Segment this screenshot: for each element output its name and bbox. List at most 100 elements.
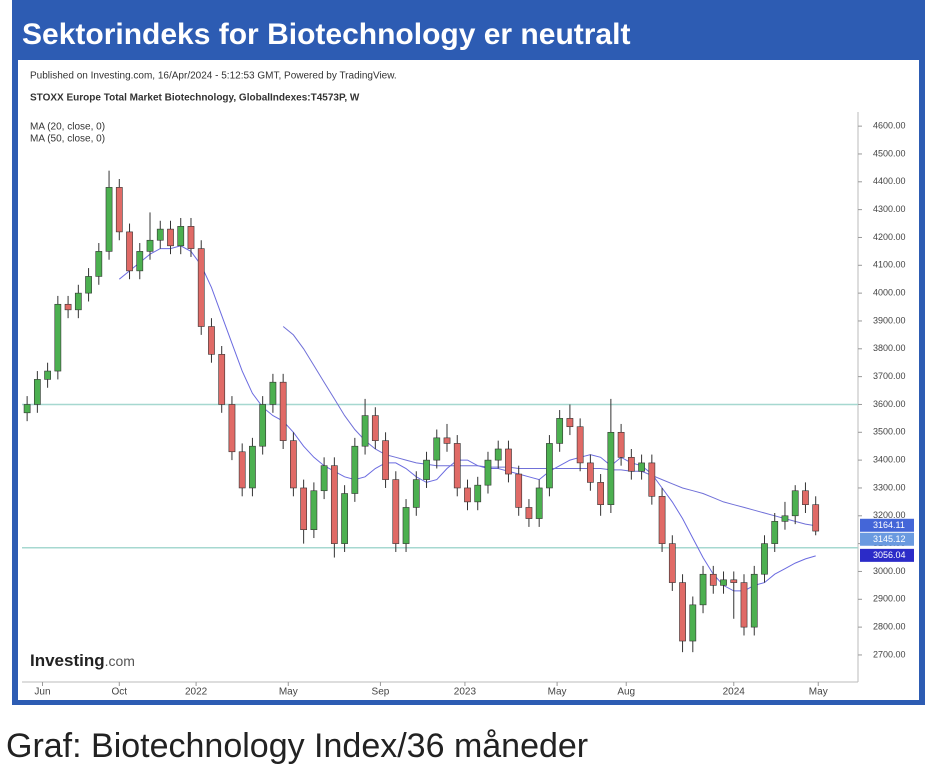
candle-body xyxy=(249,445,256,489)
candle-body xyxy=(771,521,779,544)
candle-body xyxy=(382,440,389,480)
price-tag xyxy=(860,518,914,532)
candle-body xyxy=(218,354,226,405)
y-tick-label: 3600.00 xyxy=(873,399,906,409)
candle-body xyxy=(443,437,451,444)
published: Published on Investing.com, 16/Apr/2024 … xyxy=(30,71,397,82)
candle-body xyxy=(208,326,215,355)
candle-body xyxy=(668,543,676,583)
logo-suffix: .com xyxy=(105,653,135,669)
candle-body xyxy=(177,226,185,247)
candle-body xyxy=(23,404,31,414)
candle-body xyxy=(412,479,420,508)
candle-body xyxy=(197,248,205,327)
candle-body xyxy=(761,543,768,575)
candle-body xyxy=(546,443,553,489)
candle-body xyxy=(740,582,748,628)
candle-body xyxy=(689,604,697,642)
candle-body xyxy=(709,573,717,586)
candle-body xyxy=(597,482,604,505)
x-tick-label: 2023 xyxy=(454,687,477,698)
x-tick-label: Oct xyxy=(112,687,128,698)
x-tick-label: Jun xyxy=(34,687,50,698)
x-tick-label: May xyxy=(809,687,828,698)
candle-body xyxy=(720,579,727,586)
candle-body xyxy=(64,303,72,311)
candle-body xyxy=(781,515,789,522)
y-tick-label: 3800.00 xyxy=(873,343,906,353)
y-tick-label: 4300.00 xyxy=(873,204,906,214)
candle-body xyxy=(474,484,482,503)
y-tick-label: 3400.00 xyxy=(873,454,906,464)
candle-body xyxy=(300,487,308,531)
x-tick-label: 2024 xyxy=(723,687,746,698)
candle-body xyxy=(587,462,594,483)
x-tick-label: May xyxy=(548,687,567,698)
candle-body xyxy=(484,459,492,486)
candle-body xyxy=(187,226,195,249)
candle-body xyxy=(566,418,574,428)
price-tag xyxy=(860,532,914,546)
y-tick-label: 4000.00 xyxy=(873,288,906,298)
candle-body xyxy=(33,379,41,405)
candle-body xyxy=(679,582,686,642)
candle-body xyxy=(576,426,584,464)
y-tick-label: 3700.00 xyxy=(873,371,906,381)
y-tick-label: 3300.00 xyxy=(873,482,906,492)
x-tick-label: Aug xyxy=(617,687,635,698)
candle-body xyxy=(750,573,758,628)
candle-body xyxy=(802,490,809,505)
y-tick-label: 2900.00 xyxy=(873,594,906,604)
candle-body xyxy=(730,579,738,583)
candle-body xyxy=(617,431,625,458)
candle-body xyxy=(351,445,359,494)
candle-body xyxy=(95,251,103,277)
candle-body xyxy=(228,404,236,453)
chart-title: STOXX Europe Total Market Biotechnology,… xyxy=(30,93,360,104)
y-tick-label: 3000.00 xyxy=(873,566,906,576)
candle-body xyxy=(648,462,656,497)
candle-body xyxy=(402,507,410,544)
candle-body xyxy=(535,487,543,519)
banner-title: Sektorindeks for Biotechnology er neutra… xyxy=(22,18,630,51)
candle-body xyxy=(515,473,523,508)
candle-body xyxy=(320,465,328,492)
chart-area xyxy=(18,60,919,700)
candle-body xyxy=(146,239,154,252)
candle-body xyxy=(238,451,246,489)
candle-body xyxy=(464,487,471,503)
candle-body xyxy=(74,292,82,311)
price-tag-label: 3164.11 xyxy=(873,520,905,530)
y-tick-label: 3500.00 xyxy=(873,427,906,437)
candle-body xyxy=(310,490,318,531)
candle-body xyxy=(423,459,430,480)
candle-body xyxy=(392,479,400,544)
candle-body xyxy=(330,465,338,544)
candle-body xyxy=(627,457,635,472)
legend-entry: MA (50, close, 0) xyxy=(30,134,105,145)
y-tick-label: 4200.00 xyxy=(873,232,906,242)
candle-body xyxy=(156,228,164,241)
candle-body xyxy=(105,187,113,252)
candle-body xyxy=(115,187,123,233)
candle-body xyxy=(341,493,348,544)
logo-name: Investing xyxy=(30,651,105,670)
candle-body xyxy=(453,443,461,489)
candle-body xyxy=(167,228,174,247)
y-tick-label: 2700.00 xyxy=(873,649,906,659)
x-tick-label: Sep xyxy=(372,687,390,698)
price-tag-label: 3145.12 xyxy=(873,534,906,544)
y-tick-label: 3200.00 xyxy=(873,510,906,520)
y-tick-label: 4500.00 xyxy=(873,148,906,158)
ma-line xyxy=(118,245,816,592)
candle-body xyxy=(54,303,62,372)
y-tick-label: 2800.00 xyxy=(873,621,906,631)
candle-body xyxy=(658,496,666,544)
logo: Investing.com xyxy=(30,651,135,670)
y-tick-label: 4100.00 xyxy=(873,260,906,270)
candle-body xyxy=(505,448,512,475)
candle-body xyxy=(259,404,267,447)
y-tick-label: 4600.00 xyxy=(873,121,906,131)
candle-body xyxy=(85,276,92,294)
